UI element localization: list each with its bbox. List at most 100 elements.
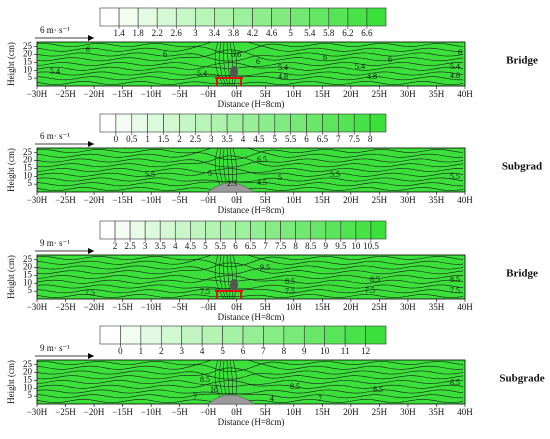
x-tick-label: 10H [286,195,302,205]
contour-line [36,81,464,85]
contour-line [36,275,464,282]
contour-line [226,254,231,300]
subgrade [207,182,255,193]
x-tick-label: −25H [55,89,76,99]
x-axis-label: Distance (H=8cm) [218,417,285,427]
x-tick-label: 0H [231,407,243,417]
contour-line [223,254,229,300]
x-axis-label: Distance (H=8cm) [218,99,285,109]
y-tick-label: 20 [23,367,33,377]
colorbar-box [280,220,296,240]
contour-label: 5 [278,173,282,182]
colorbar-box [179,113,196,133]
contour-label: 6 [256,57,260,66]
x-tick-label: −0H [200,89,217,99]
colorbar-tick-label: 6.2 [342,28,353,38]
colorbar-tick-label: 1 [139,346,144,356]
x-tick-label: 10H [286,89,302,99]
colorbar-tick-label: 4 [241,134,246,144]
contour-line [36,380,464,387]
contour-line [36,52,464,62]
panel-label: Bridge [506,55,538,67]
colorbar-tick-label: 6.6 [361,28,373,38]
colorbar-tick-label: 1.4 [113,28,125,38]
contour-label: 6 [458,48,462,57]
contour-label: 4.8 [278,72,288,81]
colorbar-box [370,220,387,240]
x-tick-label: −20H [84,195,105,205]
x-tick-label: −5H [172,195,189,205]
wind-speed-label: 6 m· s⁻¹ [40,25,70,35]
x-tick-label: −0H [200,302,217,312]
x-tick-label: 5H [260,195,272,205]
x-tick-label: −20H [84,302,105,312]
colorbar-tick-label: 5.4 [304,28,316,38]
colorbar-box [263,325,285,345]
x-tick-label: 35H [429,89,445,99]
x-tick-label: −15H [112,89,133,99]
contour-label: 8.5 [285,277,295,286]
y-tick-label: 20 [23,262,33,272]
wind-arrowhead [88,248,94,254]
y-tick-label: 25 [23,41,33,51]
colorbar-box [175,7,196,27]
colorbar-box [235,220,251,240]
contour-line [36,75,463,81]
x-tick-label: 0H [231,302,243,312]
contour-label: 7.5 [365,286,375,295]
contour-label: 8.5 [200,375,210,384]
colorbar-box [190,220,206,240]
contour-line [36,393,463,399]
colorbar-box [283,325,305,345]
colorbar-box [174,220,191,240]
colorbar-box [195,7,215,27]
x-tick-label: 20H [343,195,359,205]
colorbar-box [310,220,327,240]
contour-label: 6 [163,50,167,59]
colorbar-box [201,325,223,345]
colorbar-box [347,7,368,27]
colorbar-tick-label: 4.2 [247,28,258,38]
colorbar-tick-label: 2 [159,346,164,356]
x-tick-label: −10H [141,407,162,417]
contour-label: 8.5 [373,385,383,394]
colorbar-tick-label: 7.5 [275,241,287,251]
x-tick-label: −5H [172,302,189,312]
contour-label: 5.5 [330,170,340,179]
contour-line [36,370,464,380]
contour-line [36,62,464,69]
colorbar-box [353,113,371,133]
colorbar-tick-label: 1.8 [133,28,145,38]
colorbar-tick-label: 4.6 [266,28,278,38]
colorbar-tick-label: 3.4 [209,28,221,38]
colorbar-box [322,113,339,133]
x-tick-label: 5H [260,89,272,99]
contour-line [232,254,237,300]
colorbar-box [114,220,131,240]
colorbar-box [131,113,148,133]
contour-line [36,149,464,160]
contour-line [36,187,464,191]
colorbar-tick-label: 0 [118,346,123,356]
x-tick-label: 0H [231,195,243,205]
contour-label: 7.5 [285,287,295,296]
colorbar-box [181,325,203,345]
colorbar-tick-label: 3.5 [155,241,167,251]
colorbar-box [140,325,162,345]
contour-line [36,62,464,71]
colorbar-box [99,325,121,345]
colorbar-tick-label: 6 [241,346,246,356]
colorbar-box [226,113,244,133]
contour-line [36,380,464,389]
contour-line [36,399,464,403]
contour-line [36,49,464,62]
y-tick-label: 10 [23,170,33,180]
x-tick-label: 30H [400,302,416,312]
contour-line [36,389,464,395]
contour-line [36,359,464,370]
colorbar-tick-label: 3 [179,346,184,356]
x-tick-label: −25H [55,407,76,417]
x-axis-label: Distance (H=8cm) [218,205,285,215]
colorbar-tick-label: 4.5 [253,134,265,144]
y-tick-label: 15 [23,162,33,172]
